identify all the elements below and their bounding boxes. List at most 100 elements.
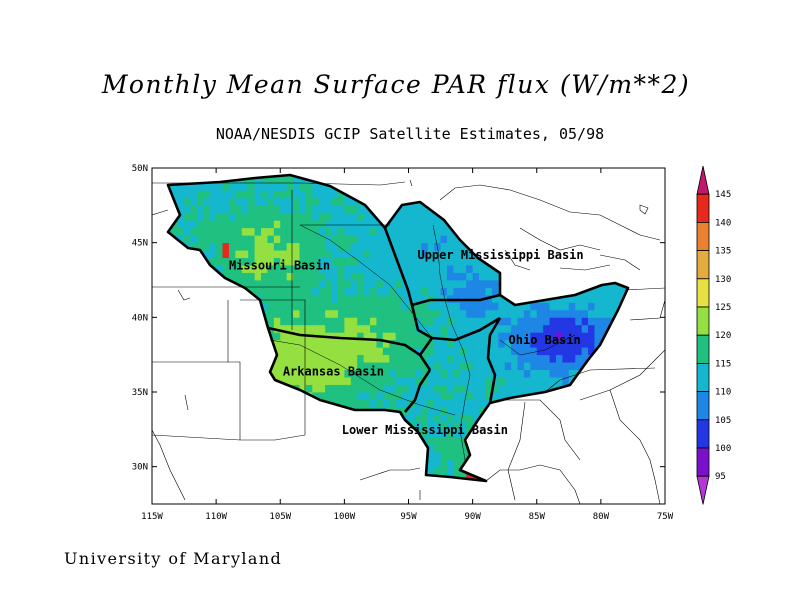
flux-cell	[312, 257, 320, 266]
flux-cell	[440, 436, 448, 445]
flux-cell	[370, 280, 377, 288]
flux-cell	[222, 220, 230, 229]
flux-cell	[549, 302, 557, 311]
flux-cell	[440, 265, 448, 273]
flux-cell	[273, 294, 281, 303]
flux-cell	[235, 212, 243, 221]
flux-cell	[370, 212, 377, 221]
flux-cell	[344, 212, 352, 221]
flux-cell	[555, 332, 563, 341]
flux-cell	[434, 309, 441, 318]
flux-cell	[402, 212, 409, 221]
flux-cell	[325, 265, 332, 273]
flux-cell	[331, 377, 339, 385]
flux-cell	[427, 250, 435, 258]
flux-cell	[408, 294, 416, 303]
flux-cell	[273, 175, 281, 184]
flux-cell	[479, 392, 486, 400]
flux-cell	[190, 190, 198, 199]
flux-cell	[395, 287, 403, 296]
flux-cell	[312, 362, 320, 370]
flux-cell	[337, 347, 345, 356]
colorbar-label: 105	[715, 416, 731, 426]
flux-cell	[472, 362, 480, 370]
flux-cell	[337, 250, 345, 258]
flux-cell	[293, 280, 300, 288]
flux-cell	[305, 190, 313, 199]
flux-cell	[203, 212, 211, 221]
flux-cell	[184, 227, 191, 236]
flux-cell	[523, 332, 531, 341]
flux-cell	[299, 369, 307, 378]
flux-cell	[318, 362, 326, 370]
flux-cell	[581, 294, 589, 303]
flux-cell	[408, 287, 416, 296]
flux-cell	[363, 280, 371, 288]
flux-cell	[299, 384, 307, 393]
flux-cell	[312, 220, 320, 229]
flux-cell	[607, 287, 615, 296]
flux-cell	[376, 392, 384, 400]
flux-cell	[523, 302, 531, 311]
flux-cell	[466, 317, 474, 326]
flux-cell	[235, 235, 243, 244]
x-tick-label: 105W	[269, 512, 291, 522]
flux-cell	[421, 377, 429, 385]
flux-cell	[402, 332, 409, 341]
flux-cell	[363, 339, 371, 348]
flux-cell	[203, 190, 211, 199]
flux-cell	[402, 317, 409, 326]
flux-cell	[408, 227, 416, 236]
flux-cell	[453, 280, 461, 288]
flux-cell	[555, 354, 563, 363]
flux-cell	[286, 339, 294, 348]
flux-cell	[395, 317, 403, 326]
flux-cell	[472, 280, 480, 288]
flux-cell	[575, 309, 583, 318]
flux-cell	[511, 369, 518, 378]
flux-cell	[517, 324, 525, 333]
flux-cell	[530, 332, 538, 341]
flux-cell	[318, 212, 326, 221]
flux-cell	[261, 205, 268, 214]
flux-cell	[523, 317, 531, 326]
flux-cell	[248, 280, 255, 288]
flux-cell	[331, 354, 339, 363]
flux-cell	[498, 324, 506, 333]
flux-cell	[517, 384, 525, 393]
flux-cell	[312, 317, 320, 326]
flux-cell	[305, 317, 313, 326]
flux-cell	[305, 220, 313, 229]
flux-cell	[382, 362, 390, 370]
flux-cell	[562, 339, 570, 348]
flux-cell	[228, 257, 236, 266]
flux-cell	[228, 205, 236, 214]
flux-cell	[222, 235, 230, 244]
flux-cell	[408, 280, 416, 288]
flux-cell	[357, 369, 365, 378]
flux-cell	[312, 227, 320, 236]
flux-cell	[248, 197, 255, 206]
flux-cell	[491, 302, 499, 311]
flux-cell	[254, 272, 262, 281]
flux-cell	[479, 362, 486, 370]
flux-cell	[402, 377, 409, 385]
flux-cell	[261, 242, 268, 251]
flux-cell	[434, 324, 441, 333]
colorbar-swatch	[696, 306, 710, 336]
flux-cell	[466, 257, 474, 266]
flux-cell	[216, 242, 223, 251]
flux-cell	[350, 280, 358, 288]
flux-cell	[408, 414, 416, 423]
flux-cell	[267, 205, 275, 214]
flux-cell	[491, 324, 499, 333]
flux-cell	[402, 354, 409, 363]
flux-cell	[261, 220, 268, 229]
flux-cell	[241, 220, 249, 229]
flux-cell	[280, 354, 288, 363]
flux-cell	[280, 197, 288, 206]
flux-cell	[235, 205, 243, 214]
flux-cell	[453, 339, 461, 348]
flux-cell	[273, 182, 281, 191]
flux-cell	[491, 384, 499, 393]
